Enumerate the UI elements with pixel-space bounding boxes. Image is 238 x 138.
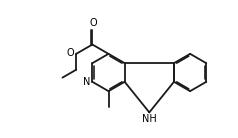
Text: O: O <box>67 48 74 58</box>
Text: NH: NH <box>142 114 157 124</box>
Text: O: O <box>90 18 97 28</box>
Text: N: N <box>83 77 90 87</box>
